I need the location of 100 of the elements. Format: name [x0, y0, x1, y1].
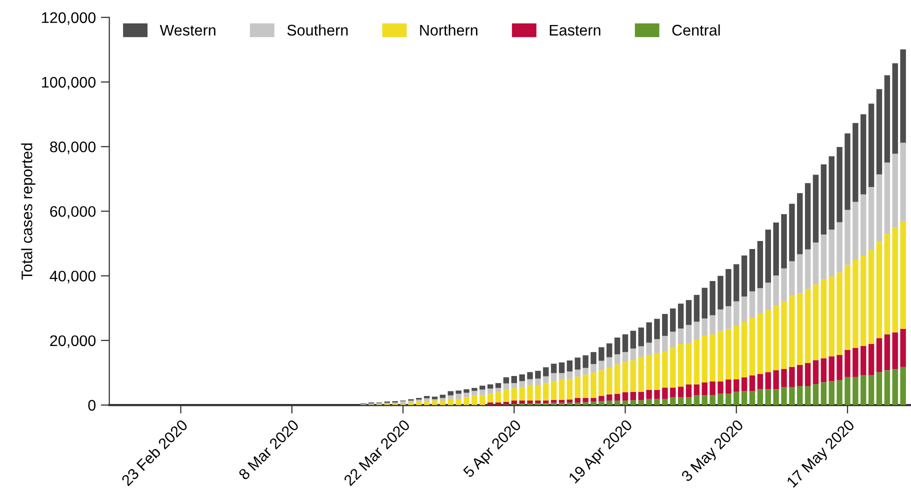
- bar: [702, 288, 708, 318]
- bar: [694, 395, 700, 406]
- legend-label: Southern: [287, 24, 348, 36]
- bar: [550, 373, 557, 382]
- bar: [804, 249, 811, 290]
- bar: [876, 174, 882, 242]
- bar: [662, 398, 668, 406]
- bar: [550, 381, 557, 400]
- bar: [868, 375, 874, 406]
- bar: [734, 392, 740, 406]
- bar: [876, 338, 882, 372]
- bar: [464, 397, 470, 406]
- bar: [836, 146, 842, 222]
- bar: [622, 334, 628, 352]
- bar: [654, 339, 660, 354]
- bar: [622, 352, 628, 362]
- bar: [749, 318, 756, 376]
- bar: [812, 384, 819, 406]
- legend-label: Central: [672, 24, 720, 36]
- bar: [487, 384, 494, 389]
- bar: [662, 388, 668, 399]
- y-tick-label: 40,000: [50, 270, 96, 284]
- bar: [638, 328, 644, 346]
- bar: [820, 164, 827, 234]
- bar: [686, 397, 692, 406]
- bar: [511, 376, 517, 384]
- bar: [448, 395, 454, 399]
- bar: [741, 322, 748, 378]
- bar: [566, 378, 573, 400]
- bar: [884, 334, 890, 370]
- bar: [495, 392, 502, 402]
- y-tick-label: 60,000: [50, 206, 96, 219]
- bar: [900, 142, 906, 222]
- bar: [543, 382, 549, 401]
- bar: [503, 390, 510, 402]
- bar: [590, 364, 596, 372]
- bar: [757, 389, 764, 406]
- bar: [654, 353, 660, 390]
- bar: [828, 156, 834, 230]
- bar: [535, 370, 541, 379]
- bar: [773, 276, 779, 306]
- bar: [686, 384, 692, 398]
- bar: [884, 234, 890, 334]
- bar: [820, 279, 827, 358]
- bar: [726, 380, 732, 394]
- bar: [678, 328, 684, 344]
- y-tick-label: 80,000: [50, 141, 96, 154]
- bar: [812, 242, 819, 284]
- bar: [495, 388, 502, 392]
- bar: [836, 380, 842, 406]
- bar: [718, 309, 724, 331]
- bar: [749, 291, 756, 318]
- bar: [519, 387, 525, 401]
- bar: [400, 401, 406, 404]
- bar: [686, 324, 692, 344]
- y-tick-label: 120,000: [42, 12, 96, 25]
- bar: [630, 392, 636, 400]
- bar: [757, 240, 764, 288]
- bar: [828, 276, 834, 356]
- bar: [710, 281, 716, 316]
- bar: [574, 402, 580, 406]
- bar: [900, 328, 906, 367]
- bar: [741, 391, 748, 406]
- bar: [741, 296, 748, 322]
- bar: [598, 370, 604, 396]
- bar: [718, 381, 724, 394]
- bar: [789, 261, 795, 296]
- bar: [844, 376, 850, 406]
- bar: [876, 242, 882, 338]
- bar: [710, 334, 716, 382]
- bar: [892, 63, 898, 154]
- bar: [646, 354, 652, 390]
- bar: [432, 396, 438, 400]
- bar: [852, 376, 858, 406]
- bar: [480, 386, 486, 390]
- bar: [472, 388, 478, 391]
- y-tick-label: 20,000: [50, 335, 96, 348]
- bar: [654, 398, 660, 406]
- bar: [892, 154, 898, 228]
- bar: [630, 348, 636, 360]
- bar: [852, 348, 858, 377]
- bar: [527, 385, 533, 401]
- bar: [678, 386, 684, 398]
- bar: [734, 326, 740, 380]
- bar: [804, 289, 811, 364]
- bar: [781, 386, 787, 406]
- bar: [900, 366, 906, 406]
- bar: [884, 162, 890, 234]
- bar: [860, 255, 866, 346]
- bar: [678, 304, 684, 328]
- bar: [511, 400, 517, 404]
- legend-label: Northern: [420, 24, 478, 36]
- bar: [558, 380, 565, 400]
- y-tick-label: 0: [88, 400, 96, 411]
- bar: [590, 372, 596, 398]
- bar: [495, 383, 502, 388]
- bar: [487, 388, 494, 394]
- bar: [550, 400, 557, 403]
- bar: [820, 234, 827, 280]
- bar: [844, 133, 850, 210]
